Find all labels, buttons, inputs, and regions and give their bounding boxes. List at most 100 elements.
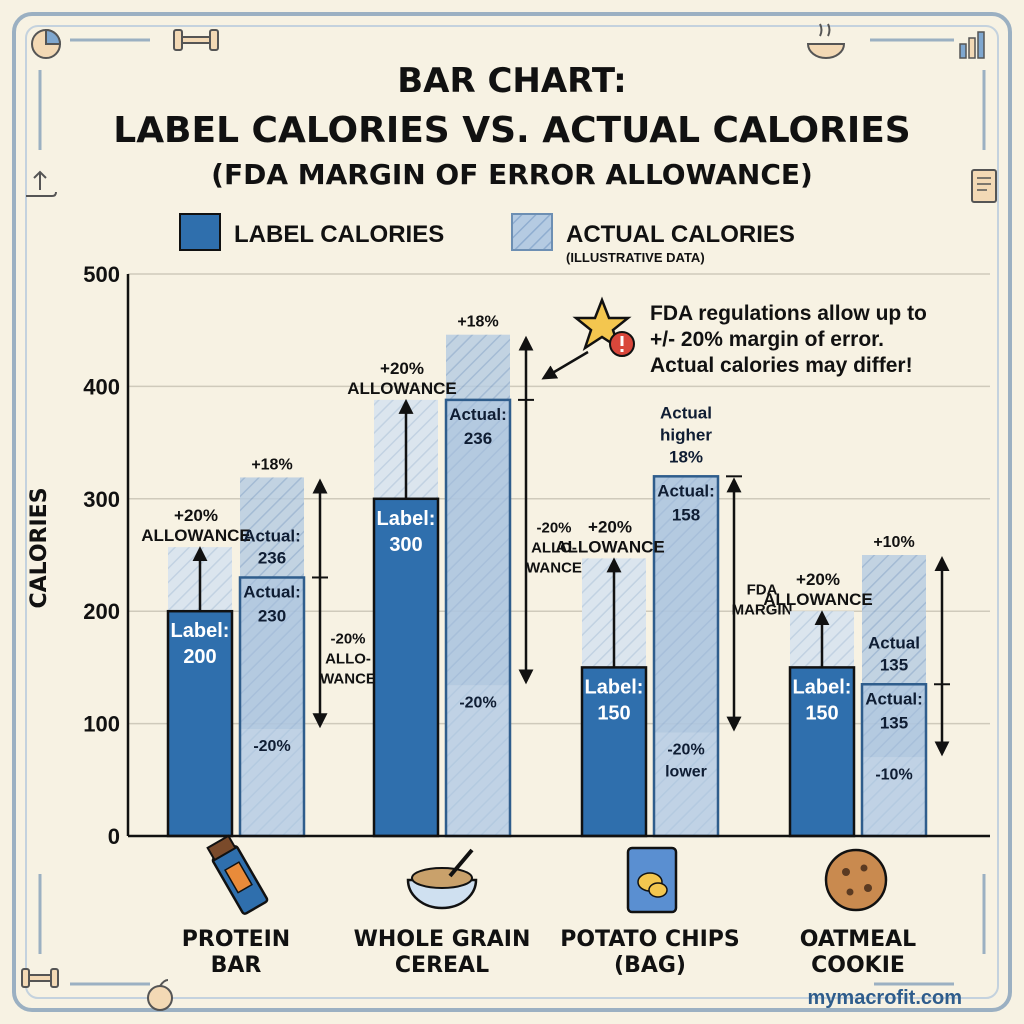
label-bar-value: Label: <box>585 676 644 698</box>
label-bar-value: 300 <box>389 534 422 556</box>
margin-side-label: -20% <box>536 520 571 537</box>
category-label: POTATO CHIPS <box>560 927 740 952</box>
potato-chips-bag-icon <box>626 846 678 914</box>
actual-upper-label: 236 <box>258 548 286 567</box>
annotation-line-3: Actual calories may differ! <box>650 354 913 377</box>
label-bar-value: Label: <box>377 508 436 530</box>
hand-growth-icon <box>26 170 57 197</box>
annotation-line-2: +/- 20% margin of error. <box>650 328 884 351</box>
label-bar <box>788 666 856 838</box>
range-top-label: +18% <box>251 456 292 473</box>
cereal-bowl-icon <box>406 848 478 910</box>
margin-side-label: ALLO- <box>531 540 577 557</box>
y-tick-label: 0 <box>108 824 120 849</box>
margin-side-label: ALLO- <box>325 650 371 667</box>
bars: Label:200+20%ALLOWANCEActual:230Actual:2… <box>141 314 950 838</box>
actual-bar-value: Actual: <box>657 481 715 500</box>
actual-bar-value: Actual: <box>865 689 923 708</box>
actual-bar-value: 236 <box>464 429 492 448</box>
category-label: COOKIE <box>811 953 905 978</box>
category-label: CEREAL <box>395 953 489 978</box>
chart-title-line-1: BAR CHART: <box>397 61 627 101</box>
y-axis-label: CALORIES <box>27 487 52 608</box>
actual-bar <box>860 683 928 838</box>
actual-bar <box>652 475 720 838</box>
margin-side-label: -20% <box>330 630 365 647</box>
legend-note: (ILLUSTRATIVE DATA) <box>566 250 705 265</box>
actual-upper-label: Actual <box>660 403 712 422</box>
lower-bound-label: -10% <box>875 766 912 783</box>
actual-upper-label: higher <box>660 425 712 444</box>
range-top-label: +10% <box>873 534 914 551</box>
category-label: BAR <box>211 953 262 978</box>
allowance-label: ALLOWANCE <box>141 526 251 545</box>
actual-upper-label: Actual: <box>243 526 301 545</box>
food-bowl-icon <box>806 23 846 59</box>
actual-bar <box>238 576 306 838</box>
allowance-label: +20% <box>380 359 424 378</box>
brand-footer: mymacrofit.com <box>808 987 963 1009</box>
fda-annotation: FDA regulations allow up to +/- 20% marg… <box>541 296 927 380</box>
category-label: PROTEIN <box>182 927 290 952</box>
lower-bound-label: -20% <box>459 694 496 711</box>
y-tick-label: 200 <box>83 599 120 624</box>
range-top-label: +18% <box>457 314 498 331</box>
margin-side-label: WANCE <box>526 560 582 577</box>
category-label: WHOLE GRAIN <box>354 927 531 952</box>
legend: LABEL CALORIES ACTUAL CALORIES (ILLUSTRA… <box>179 213 795 265</box>
legend-actual-calories: ACTUAL CALORIES <box>566 221 795 248</box>
dumbbell-icon <box>173 29 219 51</box>
y-tick-label: 300 <box>83 487 120 512</box>
actual-bar-value: 135 <box>880 713 908 732</box>
nutrition-report-icon <box>971 169 997 203</box>
y-tick-label: 500 <box>83 262 120 287</box>
allowance-label: ALLOWANCE <box>763 590 873 609</box>
legend-swatch-actual <box>511 213 553 251</box>
allowance-label: +20% <box>174 506 218 525</box>
decorative-frame <box>12 12 1012 1012</box>
actual-bar-value: 230 <box>258 606 286 625</box>
label-bar-value: Label: <box>171 620 230 642</box>
legend-label-calories: LABEL CALORIES <box>234 221 444 248</box>
label-bar-value: 150 <box>597 702 630 724</box>
chart-title-line-2: LABEL CALORIES VS. ACTUAL CALORIES <box>113 110 910 151</box>
actual-bar <box>444 398 512 838</box>
label-bar-value: 200 <box>183 646 216 668</box>
chart-subtitle: (FDA MARGIN OF ERROR ALLOWANCE) <box>211 158 813 191</box>
oatmeal-cookie-icon <box>824 848 888 912</box>
growth-chart-icon <box>959 31 985 59</box>
actual-bar-value: Actual: <box>243 582 301 601</box>
protein-bar-icon <box>206 834 269 915</box>
allowance-label: ALLOWANCE <box>347 379 457 398</box>
category-label: OATMEAL <box>800 927 916 952</box>
legend-swatch-label <box>179 213 221 251</box>
margin-side-label: WANCE <box>320 670 376 687</box>
warning-star-icon <box>572 296 635 357</box>
label-bar <box>166 609 234 838</box>
actual-bar-value: 158 <box>672 505 700 524</box>
label-bar-value: 150 <box>805 702 838 724</box>
lower-bound-label: -20% <box>667 742 704 759</box>
lower-bound-label: -20% <box>253 738 290 755</box>
y-tick-label: 400 <box>83 374 120 399</box>
pie-chart-icon <box>31 28 62 59</box>
y-axis-ticks: 0 100 200 300 400 500 <box>83 262 120 849</box>
label-bar-value: Label: <box>793 676 852 698</box>
lower-bound-label: lower <box>665 764 707 781</box>
dumbbell-icon <box>21 968 59 988</box>
allowance-label: +20% <box>588 517 632 536</box>
actual-upper-label: Actual <box>868 633 920 652</box>
label-bar <box>372 497 440 838</box>
margin-side-label: FDA <box>747 581 778 598</box>
label-bar <box>580 666 648 838</box>
allowance-label: ALLOWANCE <box>555 537 665 556</box>
allowance-label: +20% <box>796 570 840 589</box>
category-label: (BAG) <box>614 953 686 978</box>
actual-upper-label: 18% <box>669 447 703 466</box>
actual-bar-value: Actual: <box>449 405 507 424</box>
margin-side-label: MARGIN <box>732 601 793 618</box>
axes <box>126 274 990 838</box>
y-tick-label: 100 <box>83 712 120 737</box>
